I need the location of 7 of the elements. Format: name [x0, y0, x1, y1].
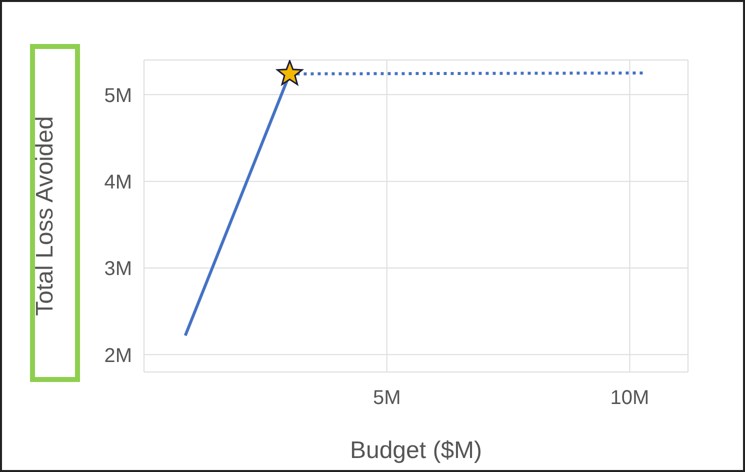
y-tick-label: 5M	[104, 84, 132, 107]
y-tick-label: 4M	[104, 171, 132, 194]
y-tick-label: 2M	[104, 344, 132, 367]
y-axis-title: Total Loss Avoided	[32, 116, 59, 316]
y-tick-label: 3M	[104, 258, 132, 280]
x-axis-title: Budget ($M)	[350, 437, 482, 464]
x-tick-label: 10M	[610, 387, 650, 410]
